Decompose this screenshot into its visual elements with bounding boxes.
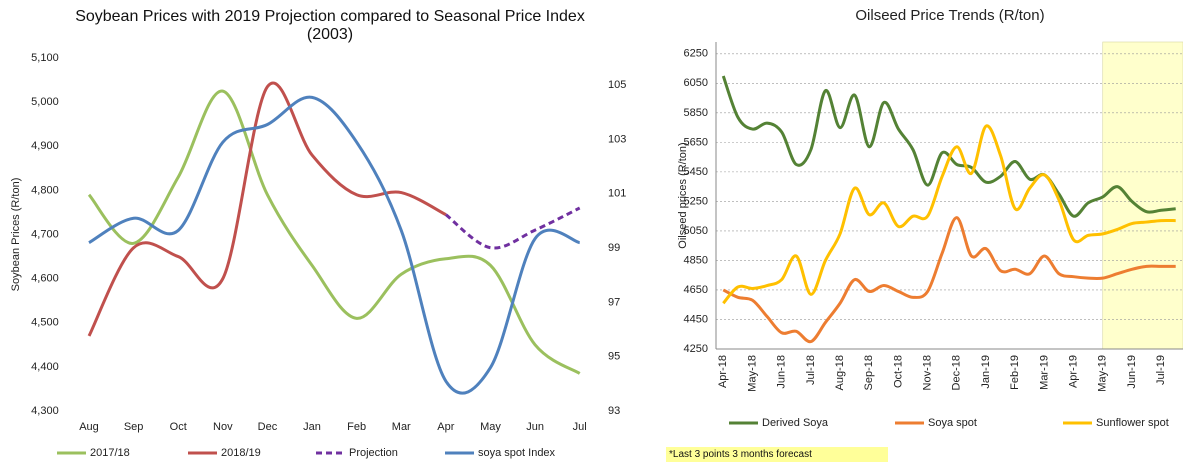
series-line [87,89,581,375]
y2-tick-label: 93 [608,405,620,417]
y-tick-label: 6050 [684,77,708,89]
series-line [722,124,1176,305]
y-tick-label: 5,000 [31,96,59,108]
x-tick-label: Nov [213,421,233,433]
y-tick-label: 4650 [684,284,708,296]
x-tick-label: Aug-18 [834,355,846,390]
x-tick-label: Jul-19 [1155,355,1167,385]
y-tick-label: 6250 [684,48,708,60]
x-tick-label: Jan [303,421,321,433]
y-tick-label: 5650 [684,136,708,148]
y-axis-label: Soybean Prices (R/ton) [10,178,22,292]
y-tick-label: 4450 [684,313,708,325]
x-tick-label: Mar [392,421,411,433]
y-tick-label: 4,500 [31,317,59,329]
x-tick-label: Dec-18 [951,355,963,390]
y-tick-label: 5050 [684,225,708,237]
chart-title: Soybean Prices with 2019 Projection comp… [75,8,585,43]
y-tick-label: 4,600 [31,273,59,285]
legend-label: Soya spot [928,417,977,429]
y2-tick-label: 103 [608,133,626,145]
y2-tick-label: 95 [608,351,620,363]
legend-label: Projection [349,447,398,459]
x-tick-label: Mar-19 [1038,355,1050,390]
x-tick-label: Feb [347,421,366,433]
x-tick-label: Jun [526,421,544,433]
x-tick-label: May [480,421,501,433]
series-line [88,95,581,395]
x-tick-label: Aug [79,421,99,433]
x-tick-label: May-19 [1097,355,1109,392]
x-tick-label: Apr-19 [1067,355,1079,388]
x-tick-label: Jun-19 [1126,355,1138,389]
y2-tick-label: 105 [608,79,626,91]
series-line [87,81,447,337]
x-tick-label: Jan-19 [980,355,992,389]
legend-label: soya spot Index [478,447,556,459]
x-tick-label: Jun-18 [776,355,788,389]
legend-label: Derived Soya [762,417,829,429]
y-tick-label: 4,900 [31,140,59,152]
y-tick-label: 4850 [684,254,708,266]
x-tick-label: Nov-18 [922,355,934,390]
y-tick-label: 5250 [684,195,708,207]
y-axis-label: Oilseed prices (R/ton) [677,142,689,248]
x-tick-label: Apr-18 [717,355,729,388]
x-tick-label: Jul [573,421,587,433]
x-tick-label: May-18 [746,355,758,392]
forecast-shade [1102,41,1183,350]
y-tick-label: 5850 [684,107,708,119]
legend-label: 2018/19 [221,447,261,459]
x-tick-label: Jul-18 [805,355,817,385]
y-tick-label: 4,700 [31,228,59,240]
series-line [722,216,1176,344]
y2-tick-label: 97 [608,296,620,308]
y-tick-label: 5450 [684,166,708,178]
forecast-note: *Last 3 points 3 months forecast [666,447,888,462]
y-tick-label: 4,800 [31,184,59,196]
x-tick-label: Dec [258,421,278,433]
x-tick-label: Oct-18 [892,355,904,388]
y-tick-label: 4250 [684,343,708,355]
x-tick-label: Sep [124,421,144,433]
y2-tick-label: 99 [608,242,620,254]
y-tick-label: 4,300 [31,405,59,417]
x-tick-label: Sep-18 [863,355,875,390]
x-tick-label: Oct [170,421,187,433]
legend-label: 2017/18 [90,447,130,459]
x-tick-label: Apr [437,421,454,433]
y-tick-label: 5,100 [31,52,59,64]
chart-title: Oilseed Price Trends (R/ton) [855,7,1044,24]
x-tick-label: Feb-19 [1009,355,1021,390]
y2-tick-label: 101 [608,188,626,200]
series-line [444,206,581,250]
legend-label: Sunflower spot [1096,417,1169,429]
y-tick-label: 4,400 [31,361,59,373]
